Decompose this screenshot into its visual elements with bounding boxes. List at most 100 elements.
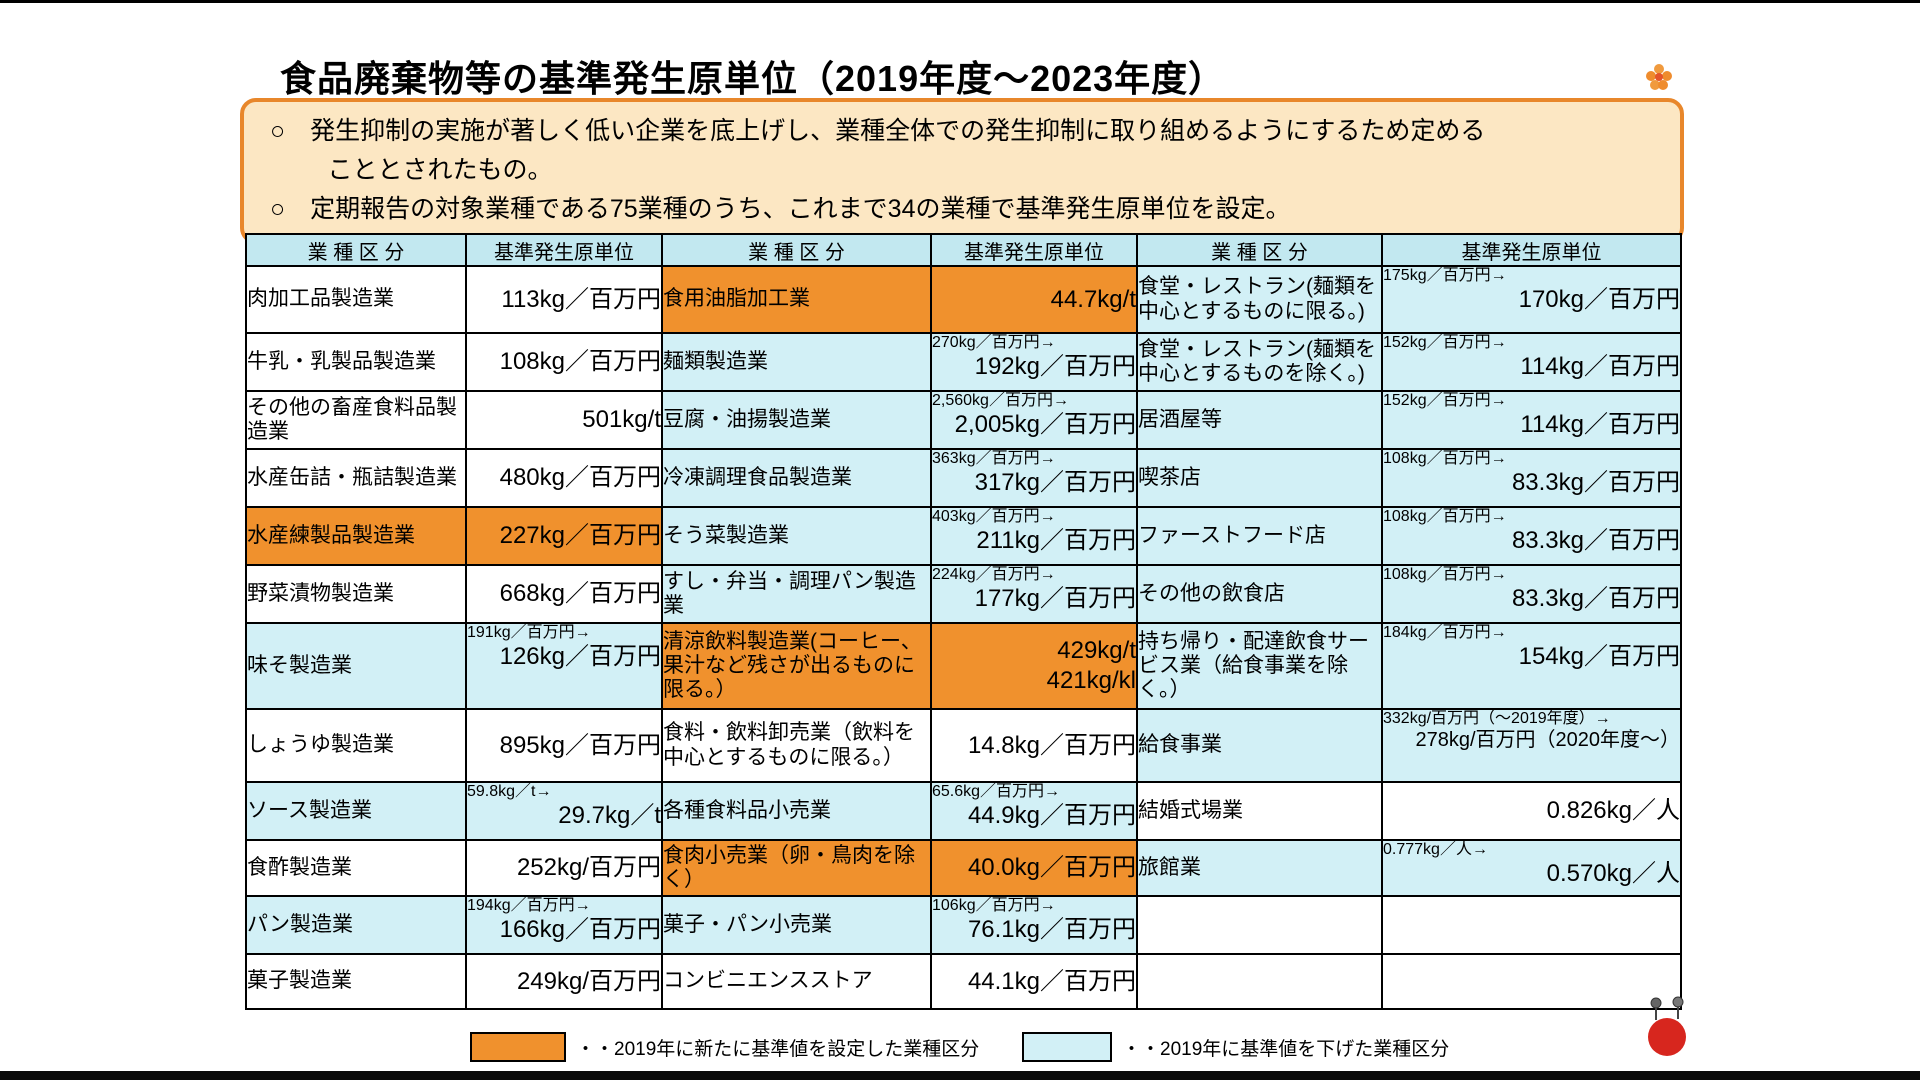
unit-value-cell: 108kg／百万円→ 83.3kg／百万円 — [1381, 506, 1682, 566]
unit-value-cell: 363kg／百万円→ 317kg／百万円 — [930, 448, 1138, 508]
current-value: 317kg／百万円 — [974, 469, 1136, 497]
industry-cell: 冷凍調理食品製造業 — [661, 448, 932, 508]
previous-value: 403kg／百万円→ — [932, 508, 1056, 525]
current-value: 429kg/t — [1057, 637, 1136, 664]
current-value: 154kg／百万円 — [1518, 643, 1680, 671]
empty-cell — [1136, 895, 1383, 955]
current-value: 170kg／百万円 — [1518, 286, 1680, 314]
bottom-black-bar — [0, 1071, 1920, 1080]
industry-cell: その他の飲食店 — [1136, 564, 1383, 624]
previous-value: 175kg／百万円→ — [1383, 267, 1507, 284]
unit-value-cell: 227kg／百万円 — [465, 506, 663, 566]
current-value: 108kg／百万円 — [499, 348, 661, 375]
table-row: パン製造業 194kg／百万円→ 166kg／百万円 菓子・パン小売業 106kg／百万… — [245, 895, 1682, 955]
unit-value-cell: 224kg／百万円→ 177kg／百万円 — [930, 564, 1138, 624]
current-value: 83.3kg／百万円 — [1511, 527, 1680, 555]
current-value-2: 421kg/kl — [1046, 667, 1136, 694]
unit-value-cell: 191kg／百万円→ 126kg／百万円 — [465, 622, 663, 710]
industry-cell: 食肉小売業（卵・鳥肉を除く） — [661, 839, 932, 897]
current-value: 252kg/百万円 — [516, 854, 661, 881]
unit-value-cell: 40.0kg／百万円 — [930, 839, 1138, 897]
unit-value-cell: 108kg／百万円 — [465, 332, 663, 392]
table-row: 肉加工品製造業 113kg／百万円 食用油脂加工業 44.7kg/t 食堂・レストラン(… — [245, 265, 1682, 334]
header-industry: 業 種 区 分 — [661, 233, 932, 267]
current-value: 44.9kg／百万円 — [967, 802, 1136, 830]
industry-cell: ソース製造業 — [245, 781, 467, 841]
unit-value-cell: 184kg／百万円→ 154kg／百万円 — [1381, 622, 1682, 710]
previous-value: 191kg／百万円→ — [467, 624, 591, 641]
unit-value-cell: 65.6kg／百万円→ 44.9kg／百万円 — [930, 781, 1138, 841]
industry-cell: 肉加工品製造業 — [245, 265, 467, 334]
current-value: 114kg／百万円 — [1520, 353, 1680, 381]
current-value: 501kg/t — [582, 406, 661, 433]
unit-value-cell: 501kg/t — [465, 390, 663, 450]
table-row: 水産缶詰・瓶詰製造業 480kg／百万円 冷凍調理食品製造業 363kg／百万円→ 31… — [245, 448, 1682, 508]
unit-value-cell: 152kg／百万円→ 114kg／百万円 — [1381, 332, 1682, 392]
industry-cell: 食用油脂加工業 — [661, 265, 932, 334]
previous-value: 108kg／百万円→ — [1383, 508, 1507, 525]
industry-cell: そう菜製造業 — [661, 506, 932, 566]
unit-value-cell: 332kg/百万円（～2019年度）→ 278kg/百万円（2020年度～） — [1381, 708, 1682, 783]
table-row: 牛乳・乳製品製造業 108kg／百万円 麺類製造業 270kg／百万円→ 192kg／百… — [245, 332, 1682, 392]
legend-item-lowered: ・・2019年に基準値を下げた業種区分 — [1022, 1030, 1449, 1064]
notice-box: ○ 発生抑制の実施が著しく低い企業を底上げし、業種全体での発生抑制に取り組めるよ… — [240, 98, 1684, 245]
unit-value-cell: 194kg／百万円→ 166kg／百万円 — [465, 895, 663, 955]
legend-cyan-swatch — [1022, 1032, 1112, 1062]
previous-value: 363kg／百万円→ — [932, 450, 1056, 467]
previous-value: 2,560kg／百万円→ — [932, 392, 1069, 409]
current-value: 480kg／百万円 — [499, 464, 661, 491]
current-value: 29.7kg／t — [558, 802, 661, 830]
current-value: 668kg／百万円 — [499, 580, 661, 607]
industry-cell: 水産缶詰・瓶詰製造業 — [245, 448, 467, 508]
previous-value: 59.8kg／t→ — [467, 783, 552, 800]
unit-value-cell: 0.777kg／人→ 0.570kg／人 — [1381, 839, 1682, 897]
industry-cell: 食料・飲料卸売業（飲料を中心とするものに限る。） — [661, 708, 932, 783]
industry-cell: すし・弁当・調理パン製造業 — [661, 564, 932, 624]
current-value: 895kg／百万円 — [499, 731, 661, 759]
previous-value: 270kg／百万円→ — [932, 334, 1056, 351]
table-row: 野菜漬物製造業 668kg／百万円 すし・弁当・調理パン製造業 224kg／百万円→ 1… — [245, 564, 1682, 624]
table-row: 食酢製造業 252kg/百万円 食肉小売業（卵・鳥肉を除く） 40.0kg／百万円 旅館… — [245, 839, 1682, 897]
current-value: 0.570kg／人 — [1546, 860, 1680, 888]
table-row: しょうゆ製造業 895kg／百万円 食料・飲料卸売業（飲料を中心とするものに限る。）… — [245, 708, 1682, 783]
industry-cell: 味そ製造業 — [245, 622, 467, 710]
table-row: 味そ製造業 191kg／百万円→ 126kg／百万円 清涼飲料製造業(コーヒー、果汁な… — [245, 622, 1682, 710]
legend-lowered-label: ・・2019年に基準値を下げた業種区分 — [1122, 1038, 1450, 1060]
header-industry: 業 種 区 分 — [1136, 233, 1383, 267]
notice-line-1: ○ 発生抑制の実施が著しく低い企業を底上げし、業種全体での発生抑制に取り組めるよ… — [270, 117, 1486, 145]
industry-cell: コンビニエンスストア — [661, 953, 932, 1010]
red-circle-logo — [1648, 1018, 1686, 1056]
standards-table: 業 種 区 分基準発生原単位業 種 区 分基準発生原単位業 種 区 分基準発生原… — [245, 233, 1682, 1010]
previous-value: 108kg／百万円→ — [1383, 566, 1507, 583]
current-value: 44.1kg／百万円 — [967, 967, 1136, 995]
industry-cell: 持ち帰り・配達飲食サービス業（給食事業を除く。） — [1136, 622, 1383, 710]
legend-orange-swatch — [470, 1032, 566, 1062]
industry-cell: その他の畜産食料品製造業 — [245, 390, 467, 450]
unit-value-cell: 175kg／百万円→ 170kg／百万円 — [1381, 265, 1682, 334]
unit-value-cell: 44.1kg／百万円 — [930, 953, 1138, 1010]
industry-cell: しょうゆ製造業 — [245, 708, 467, 783]
table-row: 水産練製品製造業 227kg／百万円 そう菜製造業 403kg／百万円→ 211kg／百… — [245, 506, 1682, 566]
unit-value-cell: 249kg/百万円 — [465, 953, 663, 1010]
previous-value: 152kg／百万円→ — [1383, 334, 1507, 351]
current-value: 2,005kg／百万円 — [954, 411, 1136, 439]
previous-value: 184kg／百万円→ — [1383, 624, 1507, 641]
current-value: 166kg／百万円 — [499, 916, 661, 944]
industry-cell: 食堂・レストラン(麺類を中心とするものを除く。) — [1136, 332, 1383, 392]
current-value: 83.3kg／百万円 — [1511, 469, 1680, 497]
industry-cell: 牛乳・乳製品製造業 — [245, 332, 467, 392]
unit-value-cell: 270kg／百万円→ 192kg／百万円 — [930, 332, 1138, 392]
current-value: 177kg／百万円 — [974, 585, 1136, 613]
unit-value-cell: 106kg／百万円→ 76.1kg／百万円 — [930, 895, 1138, 955]
empty-cell — [1381, 953, 1682, 1010]
industry-cell: 水産練製品製造業 — [245, 506, 467, 566]
industry-cell: パン製造業 — [245, 895, 467, 955]
current-value: 192kg／百万円 — [974, 353, 1136, 381]
industry-cell: 野菜漬物製造業 — [245, 564, 467, 624]
table-row: 菓子製造業 249kg/百万円 コンビニエンスストア 44.1kg／百万円 — [245, 953, 1682, 1010]
unit-value-cell: 668kg／百万円 — [465, 564, 663, 624]
industry-cell: 旅館業 — [1136, 839, 1383, 897]
previous-value: 106kg／百万円→ — [932, 897, 1056, 914]
industry-cell: 食堂・レストラン(麺類を中心とするものに限る。) — [1136, 265, 1383, 334]
unit-value-cell: 152kg／百万円→ 114kg／百万円 — [1381, 390, 1682, 450]
